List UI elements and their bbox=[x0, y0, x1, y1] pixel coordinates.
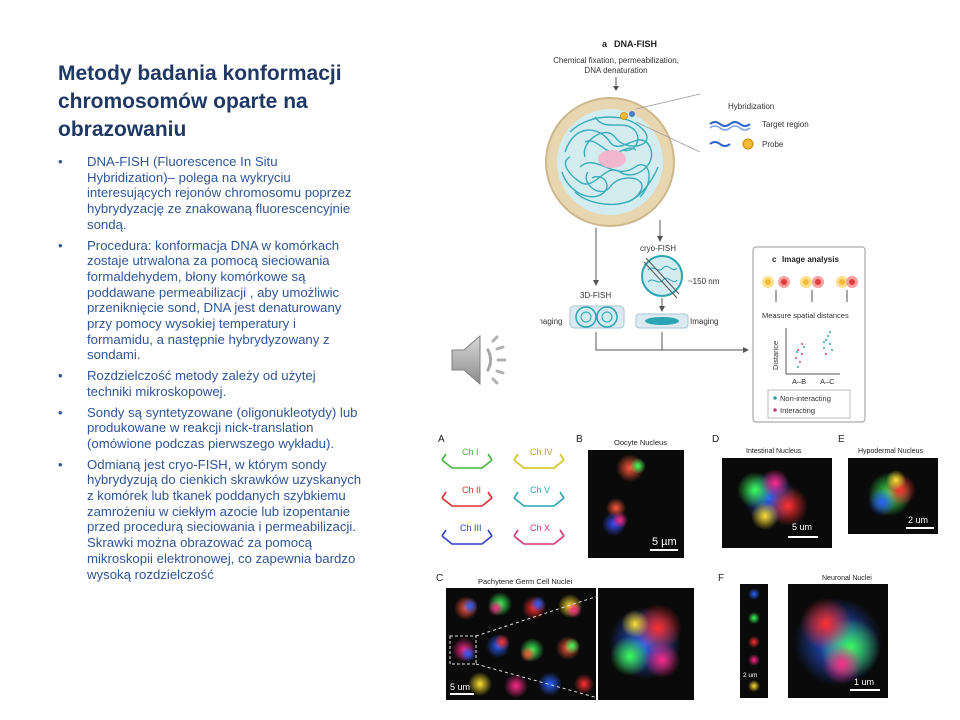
imaging-left-label: Imaging bbox=[540, 317, 562, 326]
hybridization-inset bbox=[702, 92, 814, 162]
nucleolus bbox=[598, 150, 626, 168]
imaging-right-label: Imaging bbox=[690, 317, 718, 326]
probe-label-ch2: Ch II bbox=[462, 485, 481, 495]
measure-label: Measure spatial distances bbox=[762, 311, 849, 320]
dna-fish-diagram: a DNA-FISH Chemical fixation, permeabili… bbox=[540, 39, 866, 423]
panel-a-label: a bbox=[602, 39, 608, 49]
category-ac-label: A–C bbox=[820, 377, 835, 386]
step-fixation-line2: DNA denaturation bbox=[584, 66, 647, 75]
bullet-list: DNA-FISH (Fluorescence In Situ Hybridiza… bbox=[58, 154, 363, 587]
category-ab-label: A–B bbox=[792, 377, 806, 386]
image-analysis-label: Image analysis bbox=[782, 255, 839, 264]
probe-schematics bbox=[441, 453, 565, 545]
scale-bar-b: 5 µm bbox=[652, 536, 677, 548]
probe-label-ch1: Ch I bbox=[462, 447, 479, 457]
probe-label-ch3: Ch III bbox=[460, 523, 482, 533]
intestinal-nucleus-label: Intestinal Nucleus bbox=[746, 448, 802, 455]
distance-scatter bbox=[795, 331, 833, 368]
scatter-legend bbox=[767, 389, 851, 419]
panel-c-lower-label: C bbox=[436, 573, 443, 584]
bullet-item: DNA-FISH (Fluorescence In Situ Hybridiza… bbox=[58, 154, 363, 233]
scale-bar-c: 5 um bbox=[450, 682, 470, 692]
image-analysis-box bbox=[752, 246, 866, 423]
pachytene-label: Pachytene Germ Cell Nuclei bbox=[478, 577, 573, 586]
bullet-item: Sondy są syntetyzowane (oligonukleotydy)… bbox=[58, 405, 363, 452]
step-fixation-line1: Chemical fixation, permeabilization, bbox=[553, 56, 679, 65]
distance-axis-label: Distance bbox=[771, 341, 780, 370]
panel-e-label: E bbox=[838, 434, 845, 445]
probe-label: Probe bbox=[762, 140, 784, 149]
oocyte-nucleus-label: Oocyte Nucleus bbox=[614, 438, 667, 447]
speaker-icon[interactable] bbox=[446, 330, 512, 390]
slide-title: Metody badania konformacji chromosomów o… bbox=[58, 62, 342, 141]
panel-f-label: F bbox=[718, 573, 724, 584]
hypodermal-nucleus-label: Hypodermal Nucleus bbox=[858, 448, 923, 455]
panel-d-label: D bbox=[712, 434, 719, 445]
panel-c-label: c bbox=[772, 255, 777, 264]
target-region-label: Target region bbox=[762, 120, 809, 129]
probe-label-ch10: Ch X bbox=[530, 523, 550, 533]
bullet-item: Procedura: konformacja DNA w komórkach z… bbox=[58, 238, 363, 364]
chromatin-tangle bbox=[561, 116, 659, 206]
section-thickness-label: ~150 nm bbox=[688, 277, 720, 286]
scale-bar-d: 5 um bbox=[792, 522, 812, 532]
microscopy-figure: A Ch I Ch IV Ch II Ch V Ch III Ch X B Oo… bbox=[436, 434, 938, 700]
panel-b-label: B bbox=[576, 434, 583, 445]
scale-bar-e: 2 um bbox=[908, 515, 928, 525]
legend-non-interacting: Non-interacting bbox=[780, 394, 831, 403]
pachytene-nuclei bbox=[452, 592, 594, 698]
3d-fish-label: 3D-FISH bbox=[580, 291, 611, 300]
dna-fish-heading: DNA-FISH bbox=[614, 39, 657, 49]
bullet-item: Rozdzielczość metody zależy od użytej te… bbox=[58, 368, 363, 399]
probe-label-ch5: Ch V bbox=[530, 485, 550, 495]
bullet-item: Odmianą jest cryo-FISH, w którym sondy h… bbox=[58, 457, 363, 583]
neuronal-nuclei-label: Neuronal Nuclei bbox=[822, 575, 872, 582]
probe-label-ch4: Ch IV bbox=[530, 447, 553, 457]
hybridization-label: Hybridization bbox=[728, 102, 774, 111]
scale-bar-f-small: 2 um bbox=[743, 672, 757, 679]
cryo-fish-label: cryo-FISH bbox=[640, 244, 676, 253]
scale-bar-f: 1 um bbox=[854, 677, 874, 687]
legend-interacting: Interacting bbox=[780, 406, 815, 415]
panel-a-upper-label: A bbox=[438, 434, 445, 445]
